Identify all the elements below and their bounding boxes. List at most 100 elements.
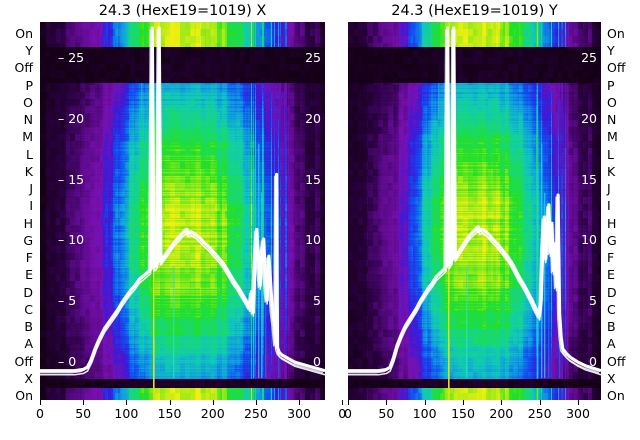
- trace-path: [348, 28, 601, 371]
- x-tick-label: 0: [338, 406, 347, 421]
- y-tick-label-mirror: 20: [305, 110, 321, 126]
- category-label: D: [23, 284, 33, 300]
- y-tick-label: – 0: [58, 354, 77, 370]
- category-label: H: [607, 215, 617, 231]
- panel-y-trace: [348, 22, 601, 400]
- x-tick-label: 200: [200, 406, 225, 421]
- x-tick-mark: [501, 400, 503, 405]
- category-label: L: [26, 146, 33, 162]
- y-tick-label: – 15: [58, 171, 85, 187]
- y-tick-label-mirror: 25: [305, 49, 321, 65]
- x-tick-label: 50: [378, 406, 395, 421]
- y-tick-label-mirror: 15: [305, 171, 321, 187]
- category-label: M: [22, 129, 33, 145]
- category-label: M: [607, 129, 618, 145]
- x-tick-label: 100: [114, 406, 139, 421]
- category-label: H: [23, 215, 33, 231]
- category-label: F: [25, 250, 33, 266]
- x-tick-mark: [386, 400, 388, 405]
- trace-path-overlay: [348, 30, 599, 373]
- trace-path: [40, 28, 325, 371]
- category-label: Off: [14, 353, 33, 369]
- y-tick-label: – 10: [58, 232, 85, 248]
- category-label: L: [607, 146, 614, 162]
- category-label: X: [24, 370, 33, 386]
- category-label: A: [24, 336, 33, 352]
- category-label: I: [29, 198, 33, 214]
- x-tick-mark: [424, 400, 426, 405]
- y-tick-label: 5: [589, 293, 597, 309]
- category-label: On: [15, 26, 33, 41]
- y-tick-label: – 5: [58, 293, 77, 309]
- x-tick-label: 200: [489, 406, 514, 421]
- category-label: G: [607, 232, 617, 248]
- trace-path-overlay: [40, 30, 323, 373]
- panel-x-plot-area[interactable]: – 0 – 5 – 10 – 15 – 20 – 25 0 5 10 15 20 25: [40, 22, 325, 400]
- category-label: C: [607, 301, 616, 317]
- y-tick-label: 10: [581, 232, 597, 248]
- y-tick-label: 20: [581, 110, 597, 126]
- panel-y-xaxis: 0 50 100 150 200 250 300: [344, 400, 601, 436]
- y-tick-label-mirror: 5: [313, 293, 321, 309]
- category-label: I: [607, 198, 611, 214]
- category-label: B: [24, 319, 33, 335]
- category-label: A: [607, 336, 616, 352]
- category-label: N: [607, 112, 617, 128]
- category-label: K: [607, 163, 616, 179]
- category-label: O: [607, 94, 617, 110]
- category-label: On: [15, 388, 33, 403]
- category-label: B: [607, 319, 616, 335]
- y-tick-label-mirror: 0: [313, 354, 321, 370]
- x-tick-mark: [212, 400, 214, 405]
- x-tick-mark: [578, 400, 579, 405]
- x-tick-mark: [463, 400, 464, 405]
- category-label: C: [24, 301, 33, 317]
- category-label: E: [25, 267, 33, 283]
- panel-x-xaxis: 0 50 100 150 200 250 300 0: [36, 400, 346, 436]
- x-tick-mark: [539, 400, 541, 405]
- category-label: Y: [607, 43, 615, 59]
- category-label: J: [29, 181, 33, 197]
- x-tick-mark: [255, 400, 257, 405]
- x-tick-label: 250: [243, 406, 268, 421]
- x-tick-label: 250: [527, 406, 552, 421]
- x-tick-mark: [299, 400, 301, 405]
- x-tick-label: 0: [344, 406, 352, 421]
- category-label: D: [607, 284, 617, 300]
- right-category-axis: On Y Off P O N M L K J I H G F E D C B A Off X On: [604, 22, 640, 402]
- x-tick-mark: [83, 400, 85, 405]
- y-tick-label: 15: [581, 171, 597, 187]
- category-label: K: [24, 163, 33, 179]
- category-label: G: [23, 232, 33, 248]
- panel-y[interactable]: 0 5 10 15 20 25: [348, 22, 601, 400]
- category-label: P: [607, 77, 615, 93]
- trace-path-overlay: [40, 32, 325, 375]
- panel-x-trace: [40, 22, 325, 400]
- y-tick-label: 0: [589, 354, 597, 370]
- y-tick-label: – 20: [58, 110, 85, 126]
- y-tick-label-mirror: 10: [305, 232, 321, 248]
- panel-y-plot-area[interactable]: 0 5 10 15 20 25: [348, 22, 601, 400]
- category-label: Off: [607, 353, 626, 369]
- category-label: E: [607, 267, 615, 283]
- category-label: Off: [607, 60, 626, 76]
- y-tick-label: – 25: [58, 49, 85, 65]
- category-label: On: [607, 26, 625, 41]
- x-tick-label: 300: [566, 406, 590, 421]
- trace-path-overlay: [348, 32, 601, 375]
- category-label: N: [23, 112, 33, 128]
- x-tick-mark: [342, 400, 344, 405]
- x-tick-label: 50: [75, 406, 92, 421]
- panel-x[interactable]: – 0 – 5 – 10 – 15 – 20 – 25 0 5 10 15 20 25: [40, 22, 325, 400]
- category-label: P: [25, 77, 33, 93]
- category-label: Y: [25, 43, 33, 59]
- x-tick-mark: [126, 400, 128, 405]
- x-tick-mark: [40, 400, 41, 405]
- category-label: F: [607, 250, 615, 266]
- panel-y-title: 24.3 (HexE19=1019) Y: [391, 3, 558, 19]
- category-label: O: [23, 94, 33, 110]
- y-tick-label: 25: [581, 49, 597, 65]
- category-label: J: [607, 181, 611, 197]
